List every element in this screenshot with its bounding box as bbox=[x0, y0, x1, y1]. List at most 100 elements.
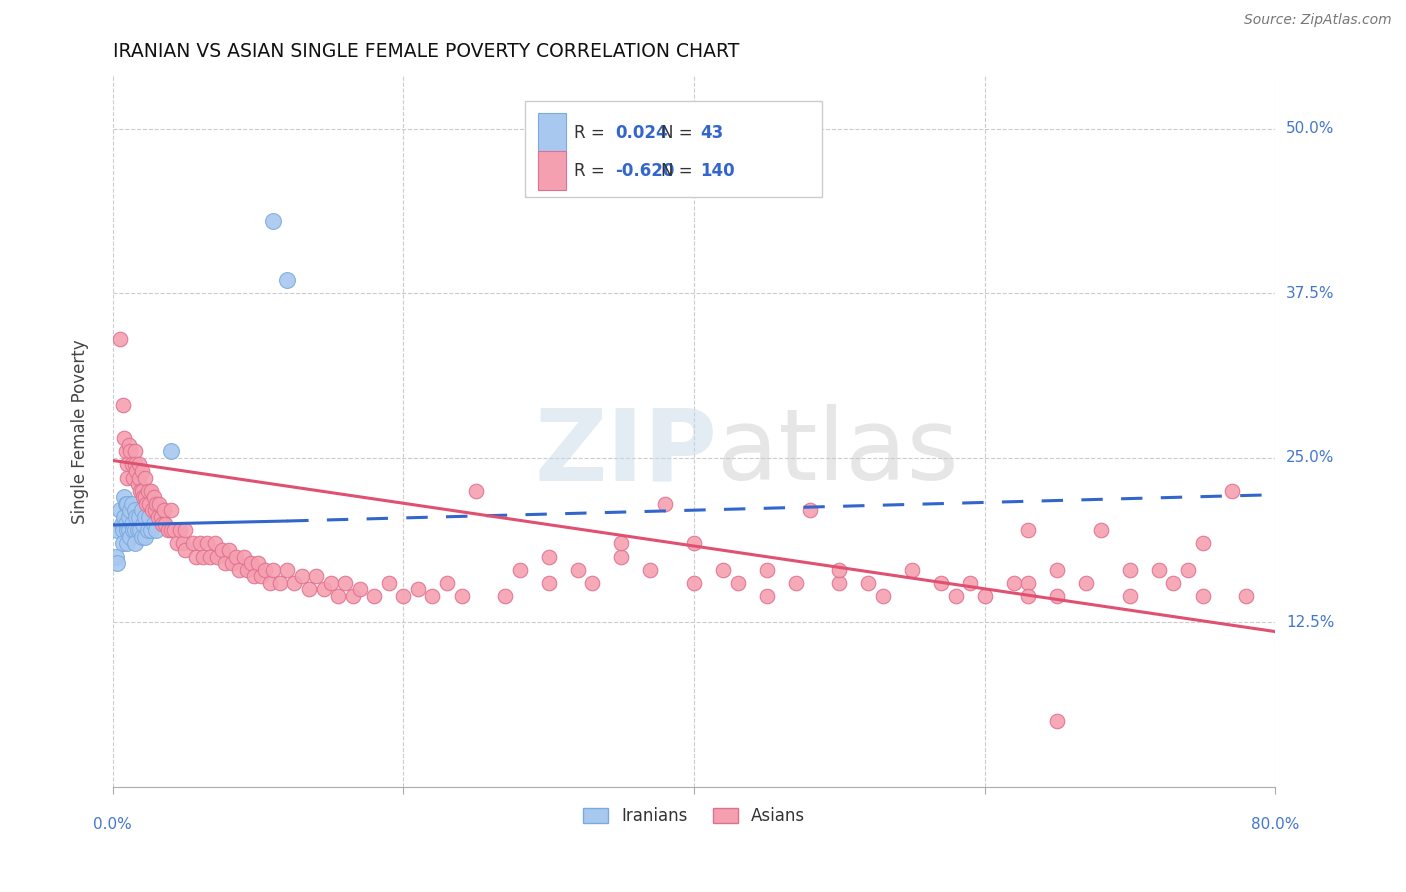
Point bbox=[118, 510, 141, 524]
Point bbox=[654, 497, 676, 511]
Point bbox=[114, 491, 136, 505]
Point bbox=[174, 523, 197, 537]
Point bbox=[228, 563, 250, 577]
Point bbox=[242, 569, 264, 583]
Point bbox=[901, 563, 924, 577]
Point bbox=[131, 483, 153, 498]
Point bbox=[349, 582, 371, 597]
Point bbox=[872, 589, 894, 603]
Point bbox=[537, 575, 560, 590]
Text: 0.0%: 0.0% bbox=[93, 817, 132, 832]
Point bbox=[239, 556, 262, 570]
Point bbox=[640, 563, 662, 577]
Point bbox=[143, 503, 166, 517]
Point bbox=[363, 589, 385, 603]
Point bbox=[117, 470, 139, 484]
Point bbox=[111, 398, 134, 412]
Text: 0.024: 0.024 bbox=[614, 124, 668, 142]
Point bbox=[134, 491, 156, 505]
Point bbox=[129, 523, 152, 537]
Point bbox=[121, 516, 143, 531]
Point bbox=[254, 563, 277, 577]
Point bbox=[191, 549, 214, 564]
Point bbox=[120, 530, 142, 544]
Point bbox=[1191, 536, 1213, 550]
Point bbox=[105, 523, 128, 537]
Bar bbox=[538, 113, 567, 153]
Point bbox=[1163, 575, 1185, 590]
Point bbox=[124, 503, 146, 517]
Point bbox=[145, 497, 167, 511]
Point bbox=[141, 503, 163, 517]
Point bbox=[1002, 575, 1025, 590]
Point bbox=[799, 503, 821, 517]
Text: IRANIAN VS ASIAN SINGLE FEMALE POVERTY CORRELATION CHART: IRANIAN VS ASIAN SINGLE FEMALE POVERTY C… bbox=[112, 42, 740, 61]
Point bbox=[537, 549, 560, 564]
Point bbox=[139, 483, 162, 498]
Point bbox=[959, 575, 981, 590]
Text: N =: N = bbox=[661, 124, 693, 142]
Point bbox=[262, 214, 284, 228]
Text: -0.620: -0.620 bbox=[614, 161, 675, 179]
Point bbox=[181, 536, 204, 550]
Point bbox=[124, 444, 146, 458]
Point bbox=[755, 563, 778, 577]
Point bbox=[247, 556, 270, 570]
Text: R =: R = bbox=[574, 124, 605, 142]
Point bbox=[828, 575, 851, 590]
Point bbox=[1234, 589, 1257, 603]
Point bbox=[136, 483, 159, 498]
Point bbox=[152, 503, 174, 517]
Point bbox=[124, 536, 146, 550]
Point bbox=[1046, 563, 1069, 577]
Text: 50.0%: 50.0% bbox=[1286, 121, 1334, 136]
Point bbox=[114, 510, 136, 524]
Point bbox=[1017, 575, 1039, 590]
Point bbox=[283, 575, 305, 590]
Point bbox=[465, 483, 488, 498]
Point bbox=[1147, 563, 1170, 577]
Point bbox=[269, 575, 291, 590]
Point bbox=[152, 516, 174, 531]
Point bbox=[436, 575, 458, 590]
Point bbox=[111, 523, 134, 537]
Text: Source: ZipAtlas.com: Source: ZipAtlas.com bbox=[1244, 13, 1392, 28]
Point bbox=[945, 589, 967, 603]
Point bbox=[291, 569, 314, 583]
Point bbox=[146, 510, 169, 524]
Point bbox=[581, 575, 603, 590]
Point bbox=[153, 516, 176, 531]
Bar bbox=[538, 151, 567, 190]
Point bbox=[207, 549, 229, 564]
Point bbox=[262, 563, 284, 577]
Point bbox=[148, 503, 170, 517]
Text: N =: N = bbox=[661, 161, 693, 179]
Point bbox=[145, 523, 167, 537]
Point bbox=[128, 458, 150, 472]
Legend: Iranians, Asians: Iranians, Asians bbox=[576, 800, 811, 832]
Point bbox=[118, 438, 141, 452]
Point bbox=[120, 503, 142, 517]
Point bbox=[276, 563, 298, 577]
Point bbox=[232, 549, 254, 564]
Point bbox=[115, 516, 138, 531]
Point bbox=[567, 563, 589, 577]
Point bbox=[117, 497, 139, 511]
Text: 43: 43 bbox=[700, 124, 723, 142]
Point bbox=[128, 470, 150, 484]
Point bbox=[828, 563, 851, 577]
Point bbox=[157, 523, 180, 537]
Point bbox=[235, 563, 257, 577]
Point bbox=[120, 444, 142, 458]
Point bbox=[132, 516, 155, 531]
FancyBboxPatch shape bbox=[526, 101, 823, 197]
Point bbox=[142, 516, 165, 531]
Point bbox=[406, 582, 429, 597]
Point bbox=[125, 464, 148, 478]
Point bbox=[184, 549, 207, 564]
Point bbox=[124, 523, 146, 537]
Point bbox=[392, 589, 415, 603]
Text: 140: 140 bbox=[700, 161, 734, 179]
Point bbox=[134, 510, 156, 524]
Point bbox=[118, 523, 141, 537]
